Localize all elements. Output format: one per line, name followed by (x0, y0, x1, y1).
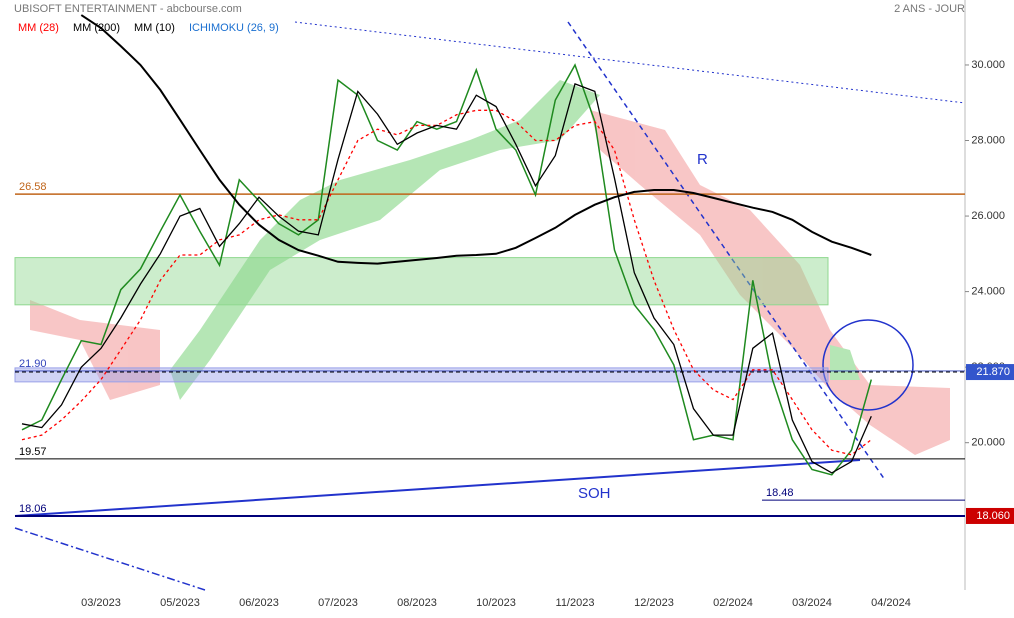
x-tick-label: 12/2023 (634, 597, 674, 609)
ma-line (80, 14, 872, 265)
zone (14, 257, 829, 306)
chart-title: UBISOFT ENTERTAINMENT - abcbourse.com (14, 3, 242, 15)
trend-line (14, 527, 206, 591)
x-tick-label: 10/2023 (476, 597, 516, 609)
x-tick-label: 11/2023 (556, 597, 595, 609)
annotation: R (697, 151, 708, 168)
ma-line (21, 83, 872, 474)
level-label: 26.58 (19, 181, 47, 193)
price-tag (966, 364, 1014, 381)
x-tick-label: 05/2023 (160, 597, 200, 609)
annotation: SOH (578, 485, 611, 502)
level-label: 18.48 (766, 487, 794, 499)
zone (14, 367, 829, 383)
y-tick-label: 28.000 (971, 134, 1005, 146)
trend-line (14, 459, 861, 517)
price-tag-label: 18.060 (976, 510, 1010, 522)
trend-line (567, 21, 886, 481)
y-tick-label: 30.000 (971, 59, 1005, 71)
level-label: 19.57 (19, 446, 47, 458)
x-tick-label: 08/2023 (397, 597, 437, 609)
legend-entry: MM (200) (73, 22, 120, 34)
price-tag-label: 21.870 (976, 366, 1010, 378)
level-label: 21.90 (19, 358, 47, 370)
cloud-red (30, 300, 160, 400)
ma-line (21, 109, 872, 456)
legend-entry: MM (28) (18, 22, 59, 34)
x-tick-label: 04/2024 (871, 597, 911, 609)
level-label: 18.06 (19, 503, 47, 515)
x-tick-label: 03/2024 (792, 597, 832, 609)
price-line (21, 63, 873, 476)
legend-entry: MM (10) (134, 22, 175, 34)
highlight-circle (822, 319, 914, 411)
x-tick-label: 03/2023 (81, 597, 121, 609)
y-tick-label: 26.000 (971, 210, 1005, 222)
y-tick-label: 20.000 (971, 437, 1005, 449)
legend-entry: ICHIMOKU (26, 9) (189, 22, 279, 34)
x-tick-label: 07/2023 (318, 597, 358, 609)
y-tick-label: 24.000 (971, 286, 1005, 298)
cloud-red (590, 110, 950, 455)
price-tag (966, 507, 1014, 524)
cloud-green (170, 80, 600, 400)
x-tick-label: 06/2023 (239, 597, 279, 609)
x-tick-label: 02/2024 (713, 597, 753, 609)
chart-subtitle: 2 ANS - JOUR (894, 3, 965, 15)
